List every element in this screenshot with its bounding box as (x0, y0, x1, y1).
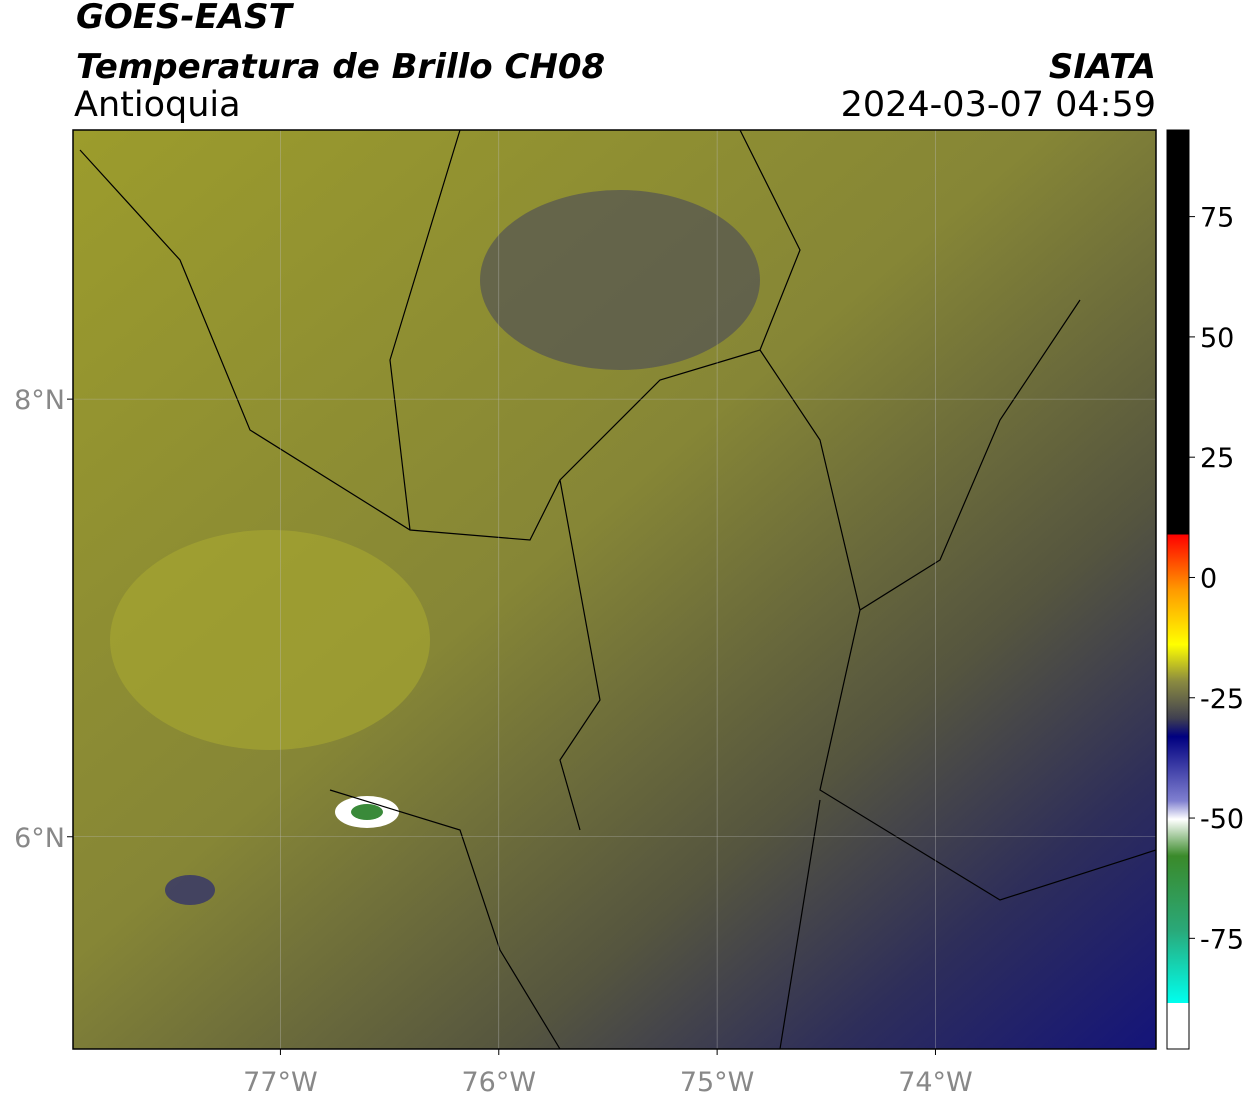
colorbar-tick-label: 0 (1200, 563, 1217, 594)
colorbar-tick-label: 50 (1200, 323, 1234, 354)
region: Antioquia (74, 85, 241, 125)
x-tick-label: 75°W (680, 1067, 755, 1098)
map-image (73, 130, 1156, 1049)
datetime: 2024-03-07 04:59 (841, 85, 1156, 125)
grid (73, 130, 1156, 1049)
colorbar-tick-label: -25 (1200, 684, 1244, 715)
colorbar (1166, 129, 1190, 1050)
colorbar-tick-label: 75 (1200, 203, 1234, 234)
title: GOES-EAST (76, 0, 295, 37)
y-tick-label: 6°N (14, 823, 65, 854)
source: SIATA (1049, 47, 1156, 87)
x-tick-label: 76°W (461, 1067, 536, 1098)
colorbar-tick-label: -50 (1200, 804, 1244, 835)
y-tick-label: 8°N (14, 385, 65, 416)
subtitle: Temperatura de Brillo CH08 (76, 47, 605, 87)
colorbar-tick-label: 25 (1200, 443, 1234, 474)
x-tick-label: 77°W (243, 1067, 318, 1098)
colorbar-tick-label: -75 (1200, 924, 1244, 955)
map-frame (72, 129, 1157, 1050)
x-tick-label: 74°W (898, 1067, 973, 1098)
